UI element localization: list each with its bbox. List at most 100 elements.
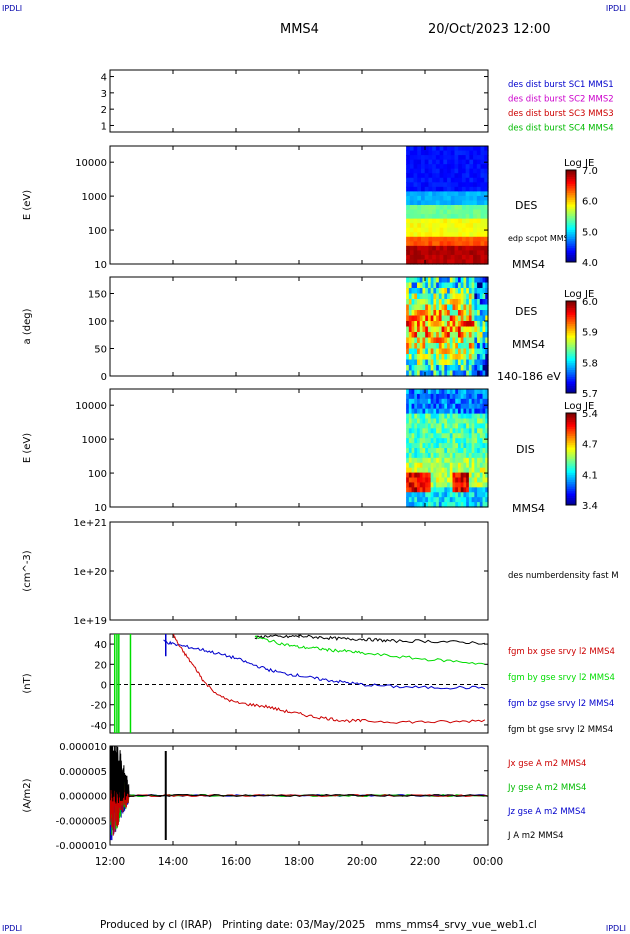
spectrogram-cell bbox=[425, 482, 429, 488]
spectrogram-cell bbox=[447, 232, 452, 238]
spectrogram-cell bbox=[460, 408, 465, 415]
spectrogram-cell bbox=[454, 250, 459, 256]
spectrogram-cell bbox=[479, 337, 484, 344]
spectrogram-cell bbox=[457, 277, 462, 284]
mms4-pitch-label: MMS4 bbox=[512, 338, 545, 351]
spectrogram-cell bbox=[433, 462, 437, 469]
colorbar-cell bbox=[566, 218, 576, 222]
spectrogram-cell bbox=[455, 423, 459, 429]
colorbar-des-pitch: Log JE6.05.95.85.7 bbox=[564, 289, 598, 400]
y-tick-label: 10000 bbox=[75, 401, 107, 412]
spectrogram-cell bbox=[482, 457, 486, 464]
colorbar-cell bbox=[566, 202, 576, 205]
spectrogram-cell bbox=[444, 448, 448, 454]
spectrogram-cell bbox=[443, 191, 448, 197]
spectrogram-cell bbox=[480, 232, 485, 238]
spectrogram-cell bbox=[463, 293, 467, 300]
spectrogram-cell bbox=[455, 315, 459, 322]
spectrogram-cell bbox=[422, 428, 426, 434]
spectrogram-cell bbox=[424, 173, 430, 179]
spectrogram-cell bbox=[417, 438, 421, 444]
energy-range-label: 140-186 eV bbox=[497, 370, 561, 383]
spectrogram-cell bbox=[436, 354, 440, 361]
spectrogram-cell bbox=[425, 393, 429, 400]
spectrogram-cell bbox=[452, 448, 456, 454]
spectrogram-cell bbox=[485, 502, 489, 508]
spectrogram-cell bbox=[435, 245, 441, 251]
colorbar-cell bbox=[566, 241, 576, 245]
spectrogram-cell bbox=[455, 359, 459, 366]
spectrogram-cell bbox=[479, 497, 484, 503]
spectrogram-cell bbox=[465, 250, 470, 256]
spectrogram-cell bbox=[463, 326, 467, 333]
spectrogram-cell bbox=[422, 310, 426, 317]
spectrogram-cell bbox=[414, 370, 418, 377]
spectrogram-cell bbox=[411, 438, 415, 444]
spectrogram-cell bbox=[455, 448, 459, 454]
spectrogram-cell bbox=[427, 403, 432, 410]
spectrogram-cell bbox=[439, 191, 444, 197]
spectrogram-cell bbox=[450, 232, 456, 238]
spectrogram-cell bbox=[422, 321, 426, 328]
spectrogram-cell bbox=[436, 365, 440, 372]
spectrogram-cell bbox=[454, 159, 459, 165]
spectrogram-cell bbox=[432, 245, 437, 251]
spectrogram-cell bbox=[450, 254, 456, 261]
spectrogram-cell bbox=[477, 288, 481, 295]
colorbar-frame bbox=[565, 412, 577, 506]
spectrogram-cell bbox=[430, 304, 434, 311]
spectrogram-cell bbox=[455, 487, 459, 493]
colorbar-tick-label: 4.1 bbox=[582, 470, 598, 481]
spectrogram-cell bbox=[430, 332, 434, 339]
spectrogram-cell bbox=[471, 462, 475, 469]
spectrogram-cell bbox=[425, 365, 429, 372]
spectrogram-cell bbox=[422, 462, 426, 469]
spectrogram-cell bbox=[449, 487, 454, 493]
spectrogram-cell bbox=[477, 467, 481, 474]
spectrogram-cell bbox=[444, 428, 448, 434]
spectrogram-cell bbox=[449, 277, 454, 284]
spectrogram-cell bbox=[447, 200, 452, 206]
spectrogram-cell bbox=[420, 236, 426, 242]
spectrogram-cell bbox=[466, 443, 470, 449]
spectrogram-cell bbox=[422, 299, 426, 306]
spectrogram-cell bbox=[474, 337, 478, 344]
spectrogram-cell bbox=[420, 177, 426, 183]
spectrogram-cell bbox=[450, 214, 456, 220]
spectrogram-cell bbox=[430, 282, 434, 289]
spectrogram-cell bbox=[480, 209, 485, 215]
spectrogram-cell bbox=[457, 398, 462, 405]
spectrogram-cell bbox=[471, 497, 475, 503]
spectrogram-cell bbox=[439, 227, 444, 233]
spectrogram-cell bbox=[408, 337, 413, 344]
spectrogram-cell bbox=[417, 177, 422, 183]
y-tick-label: 50 bbox=[94, 345, 107, 356]
spectrogram-cell bbox=[479, 502, 484, 508]
spectrogram-cell bbox=[471, 393, 475, 400]
spectrogram-cell bbox=[485, 477, 489, 484]
spectrogram-cell bbox=[485, 408, 489, 415]
spectrogram-cell bbox=[477, 359, 481, 366]
colorbar-cell bbox=[566, 259, 576, 263]
spectrogram-cell bbox=[408, 365, 413, 372]
spectrogram-cell bbox=[411, 433, 415, 439]
spectrogram-cell bbox=[408, 310, 413, 317]
spectrogram-cell bbox=[477, 398, 481, 405]
spectrogram-cell bbox=[479, 408, 484, 415]
spectrogram-cell bbox=[433, 452, 437, 459]
spectrogram-cell bbox=[406, 182, 411, 188]
spectrogram-cell bbox=[433, 448, 437, 454]
colorbar-cell bbox=[566, 349, 576, 353]
spectrogram-cell bbox=[417, 433, 421, 439]
burst-legend-label: des dist burst SC4 MMS4 bbox=[508, 124, 614, 134]
spectrogram-cell bbox=[439, 241, 444, 247]
colorbar-cell bbox=[566, 305, 576, 309]
spectrogram-cell bbox=[457, 348, 462, 355]
spectrogram-cell bbox=[443, 159, 448, 165]
spectrogram-cell bbox=[406, 502, 410, 508]
spectrogram-cell bbox=[477, 472, 481, 479]
spectrogram-cell bbox=[427, 482, 432, 488]
spectrogram-cell bbox=[479, 277, 484, 284]
spectrogram-cell bbox=[432, 259, 437, 265]
spectrogram-cell bbox=[417, 448, 421, 454]
